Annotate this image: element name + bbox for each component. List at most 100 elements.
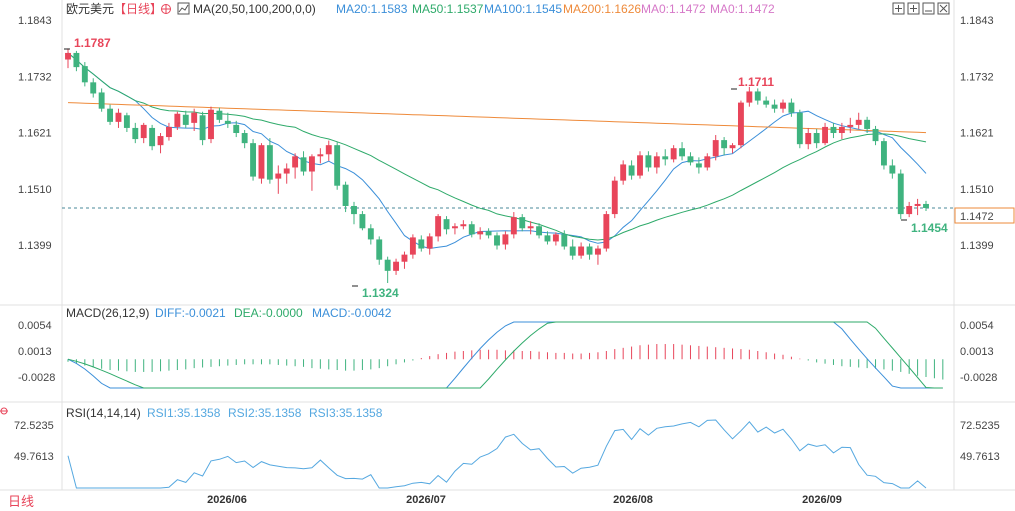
candle [266,138,273,184]
candle [906,201,913,218]
candle [645,151,652,172]
candle [502,231,509,250]
candle [620,160,627,185]
candle [208,106,214,144]
candle [679,142,686,161]
candle [334,142,341,190]
candle [788,98,795,117]
candle [510,212,517,239]
candle [384,256,391,284]
candle [451,223,458,235]
candle [586,243,593,260]
candle [569,239,576,260]
candle [224,112,231,128]
rsi-tick-right: 49.7613 [960,451,1000,463]
candle [401,251,408,269]
price-axis-right: 1.1843 1.1732 1.1621 1.1510 1.1399 [960,15,994,252]
period-settings-icon[interactable] [161,4,171,14]
macd-panel: MACD(26,12,9) DIFF:-0.0021 DEA:-0.0000 M… [18,306,997,389]
candle [485,228,492,239]
price-tick-left: 1.1621 [18,128,52,140]
annotation-high-left: 1.1787 [74,36,111,50]
candle [233,120,240,138]
ma20-line [67,52,927,250]
last-price-badge: 1.1472 [954,207,1015,224]
rsi-tick-left: 49.7613 [14,451,54,463]
period-button[interactable]: 日线 [8,494,34,509]
candle [519,214,526,232]
candle [325,140,332,161]
candle [308,154,315,191]
candle [536,223,543,239]
candle [460,220,467,230]
candle [763,96,770,108]
candle [367,224,374,245]
macd-diff: DIFF:-0.0021 [155,306,226,320]
candle [258,143,265,184]
ma50-line [67,52,927,241]
candle [628,160,635,180]
indicator-icon[interactable] [177,2,190,15]
candle [687,152,694,166]
macd-axis: 0.0054 0.0054 0.0013 0.0013 -0.0028 -0.0028 [18,320,997,384]
price-annotations: 1.1787 1.1711 1.1324 1.1454 [64,36,948,300]
candle [594,245,601,265]
candle [115,108,122,128]
annotation-high-mid: 1.1711 [738,75,774,89]
candle [283,163,290,184]
price-tick-right: 1.1732 [960,71,994,83]
candle [653,152,660,174]
macd-tick-left: 0.0054 [18,320,52,332]
macd-tick-left: 0.0013 [18,346,52,358]
month-label: 2026/09 [802,494,842,506]
candle [140,122,147,144]
candle [561,230,568,250]
candle [409,234,416,259]
candle [637,151,643,179]
candle [393,258,400,275]
candle [670,145,677,163]
close-icon[interactable] [937,2,950,15]
macd-value: MACD:-0.0042 [312,306,392,320]
price-tick-left: 1.1843 [18,15,52,27]
candle [351,201,357,225]
shrink-icon[interactable] [907,2,920,15]
candlesticks [65,48,929,284]
candle [418,235,425,252]
candle [704,153,711,171]
macd-dea-line [67,321,943,389]
candle [746,86,753,107]
candle [721,137,728,156]
candle [771,99,778,113]
candle [611,176,618,219]
candle [695,157,702,174]
candle [90,78,97,98]
minimize-icon[interactable] [922,2,935,15]
candle [796,109,803,149]
period-button-label: 日线 [8,494,34,509]
candle [578,242,585,259]
ma-value-2: MA100:1.1545 [484,2,562,16]
candle [729,143,736,154]
candle [780,99,786,113]
chart-header: 欧元美元 【日线】 MA(20,50,100,200,0,0) MA20:1.1… [66,2,950,16]
candle [468,221,475,238]
candle [897,169,904,220]
candle [426,233,433,255]
candle [199,111,206,146]
candle [376,236,383,265]
candle [149,124,156,151]
ma-value-5: MA0:1.1472 [710,2,775,16]
expand-icon[interactable] [892,2,905,15]
candle [737,100,744,149]
rsi-tick-right: 72.5235 [960,420,1000,432]
rsi-settings-icon[interactable] [0,407,8,415]
candle [838,122,845,140]
annotation-low-mid: 1.1324 [362,286,399,300]
candle [923,200,929,212]
price-tick-right: 1.1621 [960,128,994,140]
candle [872,125,879,146]
last-price-value: 1.1472 [960,211,994,223]
price-tick-left: 1.1399 [18,240,52,252]
